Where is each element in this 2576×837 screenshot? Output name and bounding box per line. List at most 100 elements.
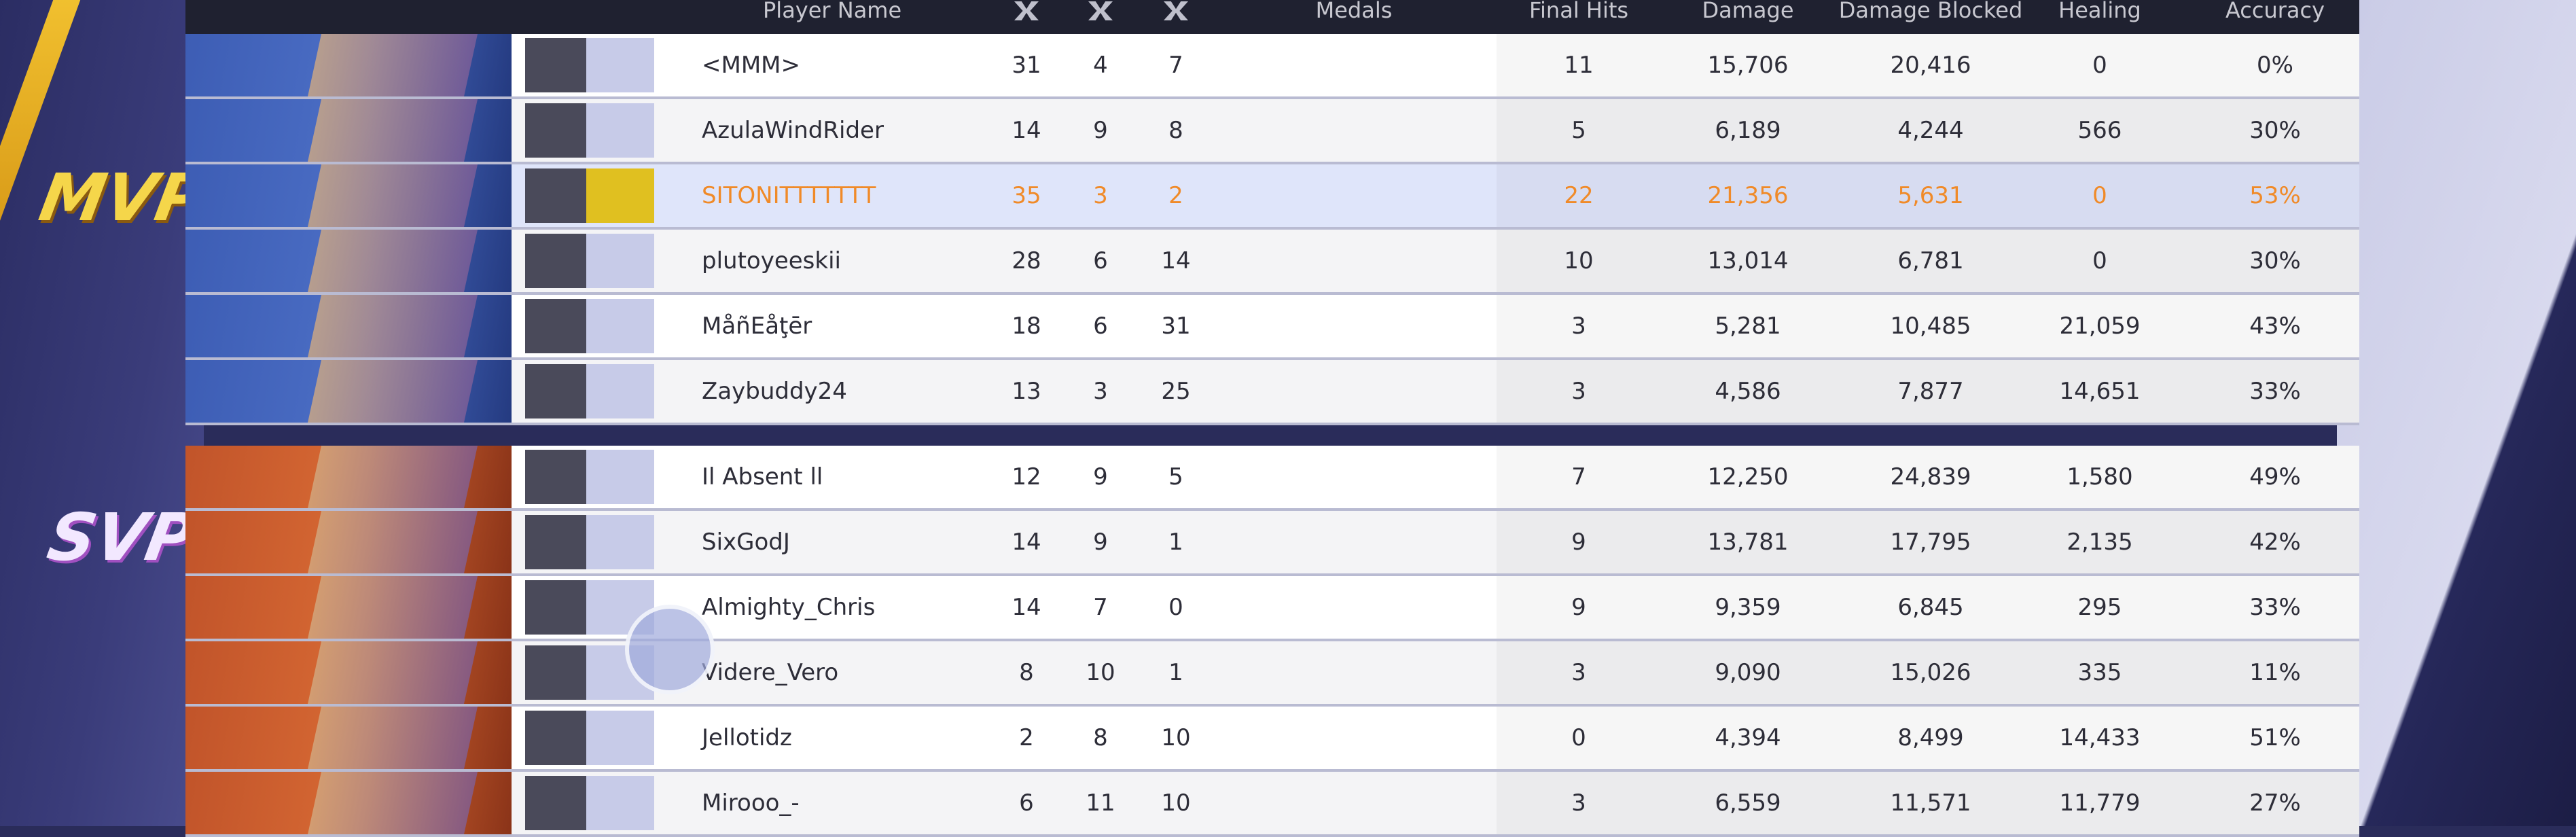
damage-blocked: 11,571: [1890, 789, 1971, 817]
player-name: Videre_Vero: [702, 659, 839, 686]
healing: 0: [2092, 52, 2107, 79]
kills: 31: [1012, 52, 1041, 79]
assists: 5: [1168, 463, 1183, 491]
assists-icon: [1164, 1, 1188, 20]
player-name: plutoyeeskii: [702, 247, 841, 274]
hero-art: [308, 164, 478, 227]
damage-blocked: 20,416: [1890, 52, 1971, 79]
final-hits: 9: [1571, 529, 1586, 556]
damage: 13,781: [1707, 529, 1789, 556]
healing: 335: [2077, 659, 2122, 686]
kills: 6: [1019, 789, 1034, 817]
player-row: Almighty_Chris 14 7 0 9 9,359 6,845 295 33%: [185, 576, 2359, 641]
deaths: 9: [1093, 117, 1108, 144]
deaths: 9: [1093, 529, 1108, 556]
assists: 1: [1168, 529, 1183, 556]
player-row: <MMM> 31 4 7 11 15,706 20,416 0 0%: [185, 34, 2359, 99]
assists: 1: [1168, 659, 1183, 686]
player-portrait: [525, 299, 586, 353]
kills: 28: [1012, 247, 1041, 274]
assists: 8: [1168, 117, 1183, 144]
damage: 9,359: [1715, 594, 1781, 621]
hero-art: [308, 99, 478, 162]
player-name: SixGodJ: [702, 529, 790, 556]
deaths: 3: [1093, 378, 1108, 405]
damage: 5,281: [1715, 313, 1781, 340]
damage-blocked: 17,795: [1890, 529, 1971, 556]
damage: 12,250: [1707, 463, 1789, 491]
final-hits: 0: [1571, 724, 1586, 751]
accuracy: 42%: [2249, 529, 2301, 556]
deaths: 8: [1093, 724, 1108, 751]
player-portrait: [525, 103, 586, 158]
healing: 21,059: [2059, 313, 2141, 340]
damage-blocked: 5,631: [1897, 182, 1964, 209]
damage: 4,586: [1715, 378, 1781, 405]
role-icon: [586, 364, 654, 418]
healing: 14,651: [2059, 378, 2141, 405]
role-icon: [586, 515, 654, 569]
player-row: MåñEåţēr 18 6 31 3 5,281 10,485 21,059 43%: [185, 295, 2359, 360]
deaths: 9: [1093, 463, 1108, 491]
accuracy: 0%: [2257, 52, 2293, 79]
hero-art: [308, 360, 478, 423]
deaths: 4: [1093, 52, 1108, 79]
player-name: Jellotidz: [702, 724, 792, 751]
damage: 21,356: [1707, 182, 1789, 209]
damage: 6,189: [1715, 117, 1781, 144]
kills: 2: [1019, 724, 1034, 751]
healing: 11,779: [2059, 789, 2141, 817]
deaths: 6: [1093, 247, 1108, 274]
final-hits: 3: [1571, 659, 1586, 686]
role-icon: [586, 450, 654, 504]
hero-art: [308, 576, 478, 639]
hero-art: [308, 707, 478, 769]
header-player-name: Player Name: [763, 0, 902, 23]
final-hits: 10: [1564, 247, 1594, 274]
hero-art: [308, 230, 478, 292]
kills: 12: [1012, 463, 1041, 491]
hero-art: [308, 295, 478, 357]
header-healing: Healing: [2058, 0, 2141, 23]
player-row: Il Absent ll 12 9 5 7 12,250 24,839 1,580 49%: [185, 446, 2359, 511]
hero-art: [308, 446, 478, 508]
final-hits: 9: [1571, 594, 1586, 621]
player-portrait: [525, 168, 586, 223]
damage: 9,090: [1715, 659, 1781, 686]
player-name: AzulaWindRider: [702, 117, 884, 144]
accuracy: 43%: [2249, 313, 2301, 340]
damage-blocked: 6,781: [1897, 247, 1964, 274]
player-name: Almighty_Chris: [702, 594, 876, 621]
table-header: Player Name Medals Final Hits Damage Dam…: [185, 0, 2359, 34]
accuracy: 30%: [2249, 247, 2301, 274]
player-row: Mirooo_- 6 11 10 3 6,559 11,571 11,779 27%: [185, 772, 2359, 837]
player-portrait: [525, 234, 586, 288]
header-final-hits: Final Hits: [1528, 0, 1629, 23]
role-icon: [586, 776, 654, 830]
accuracy: 49%: [2249, 463, 2301, 491]
damage-blocked: 6,845: [1897, 594, 1964, 621]
left-panel: [0, 0, 204, 826]
final-hits: 22: [1564, 182, 1594, 209]
player-name: Mirooo_-: [702, 789, 800, 817]
player-row: AzulaWindRider 14 9 8 5 6,189 4,244 566 30%: [185, 99, 2359, 164]
healing: 14,433: [2059, 724, 2141, 751]
final-hits: 7: [1571, 463, 1586, 491]
player-portrait: [525, 645, 586, 700]
final-hits: 3: [1571, 789, 1586, 817]
player-row: Videre_Vero 8 10 1 3 9,090 15,026 335 11%: [185, 641, 2359, 707]
hero-art: [308, 641, 478, 704]
svp-label: SVP: [42, 499, 201, 575]
damage: 6,559: [1715, 789, 1781, 817]
mvp-label: MVP: [34, 160, 211, 236]
player-portrait: [525, 580, 586, 635]
deaths: 10: [1086, 659, 1115, 686]
damage-blocked: 4,244: [1897, 117, 1964, 144]
assists: 14: [1161, 247, 1191, 274]
damage-blocked: 7,877: [1897, 378, 1964, 405]
damage-blocked: 15,026: [1890, 659, 1971, 686]
accuracy: 30%: [2249, 117, 2301, 144]
accuracy: 27%: [2249, 789, 2301, 817]
deaths: 6: [1093, 313, 1108, 340]
